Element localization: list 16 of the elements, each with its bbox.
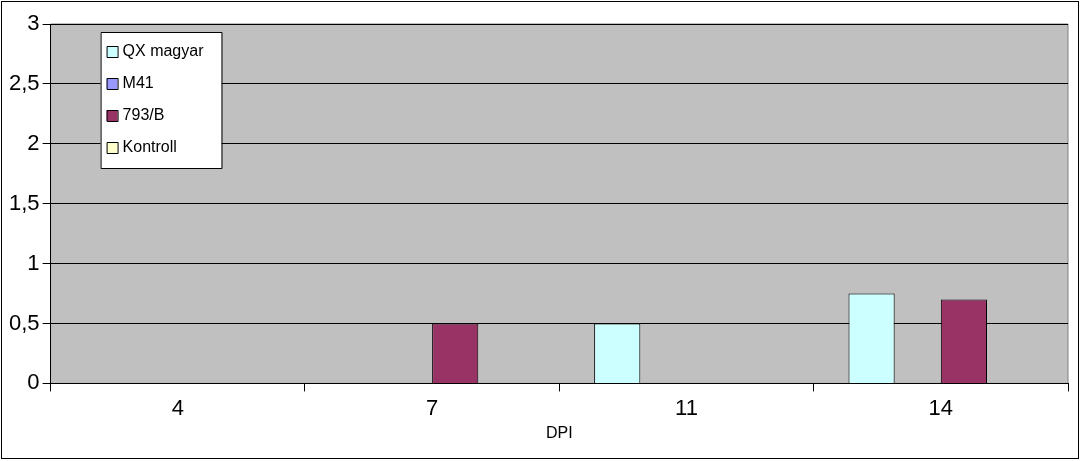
- y-tick-label: 0,5: [8, 309, 40, 335]
- y-tick-label: 1: [27, 249, 40, 275]
- y-tick-label: 3: [27, 10, 40, 36]
- x-tick-label: 4: [171, 394, 184, 420]
- x-axis-title: DPI: [545, 423, 573, 441]
- legend-label: M41: [122, 74, 154, 92]
- y-tick-label: 2,5: [8, 69, 40, 95]
- y-tick-label: 1,5: [8, 189, 40, 215]
- x-tick-label: 14: [928, 394, 954, 420]
- legend-label: 793/B: [122, 106, 165, 124]
- y-tick-label: 0: [27, 369, 40, 395]
- x-tick-label: 7: [425, 394, 439, 420]
- legend-label: Kontroll: [122, 138, 177, 156]
- y-tick-label: 2: [27, 129, 40, 155]
- legend-label: QX magyar: [122, 42, 205, 60]
- x-tick-label: 11: [675, 394, 698, 420]
